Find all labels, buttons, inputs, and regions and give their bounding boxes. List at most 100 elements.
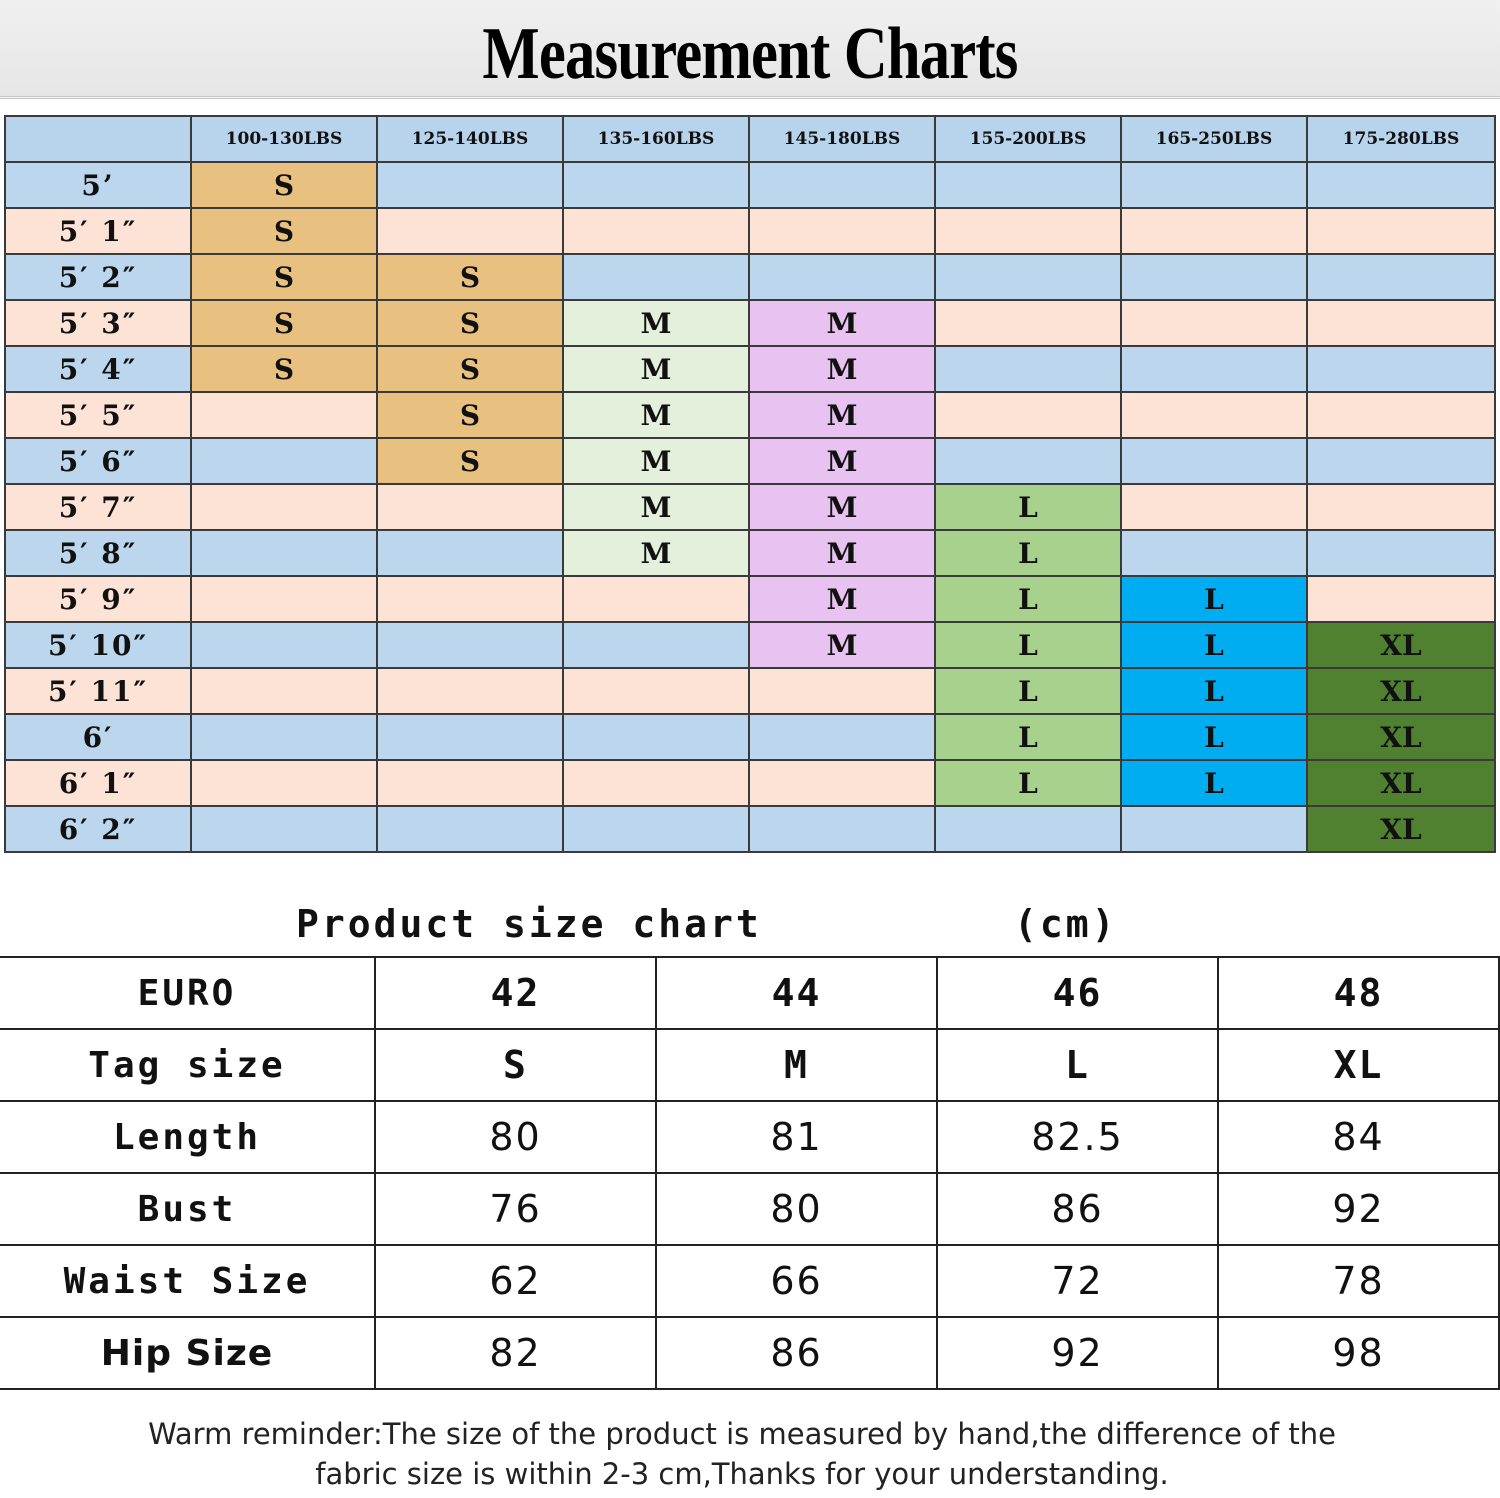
size-cell	[1120, 437, 1308, 485]
title-banner: Measurement Charts	[0, 0, 1500, 99]
height-label: 5′ 9″	[4, 575, 192, 623]
product-value-cell: 82.5	[936, 1100, 1219, 1174]
size-cell: S	[190, 299, 378, 347]
height-label: 5′ 10″	[4, 621, 192, 669]
size-cell	[190, 667, 378, 715]
size-cell	[190, 805, 378, 853]
size-cell: M	[748, 345, 936, 393]
weight-header: 135-160LBS	[562, 115, 750, 163]
size-cell	[748, 805, 936, 853]
size-cell	[934, 253, 1122, 301]
size-cell	[934, 437, 1122, 485]
size-cell	[1306, 391, 1496, 439]
weight-header: 175-280LBS	[1306, 115, 1496, 163]
height-label: 5′ 8″	[4, 529, 192, 577]
height-label: 5′ 5″	[4, 391, 192, 439]
height-label: 5’	[4, 161, 192, 209]
size-cell	[190, 713, 378, 761]
product-value-cell: L	[936, 1028, 1219, 1102]
reminder-line-2: fabric size is within 2-3 cm,Thanks for …	[315, 1457, 1169, 1491]
size-cell: M	[748, 575, 936, 623]
size-cell	[562, 253, 750, 301]
size-cell	[376, 575, 564, 623]
size-cell: M	[562, 483, 750, 531]
size-cell: M	[748, 621, 936, 669]
height-label: 5′ 4″	[4, 345, 192, 393]
size-cell	[190, 483, 378, 531]
size-cell	[562, 713, 750, 761]
size-cell	[934, 345, 1122, 393]
height-label: 6′ 1″	[4, 759, 192, 807]
product-size-table: EURO 42 44 46 48 Tag size S M L XL Length 80 81 82.5 8…	[0, 956, 1500, 1390]
size-cell	[934, 299, 1122, 347]
product-row-label: EURO	[0, 956, 376, 1030]
size-cell	[376, 805, 564, 853]
size-cell: S	[190, 345, 378, 393]
size-cell: S	[376, 391, 564, 439]
size-cell	[1120, 161, 1308, 209]
weight-header-row: 100-130LBS 125-140LBS 135-160LBS 145-180…	[4, 115, 1496, 163]
size-cell	[934, 805, 1122, 853]
size-cell	[748, 667, 936, 715]
size-cell: M	[748, 391, 936, 439]
size-cell	[562, 161, 750, 209]
size-cell	[190, 529, 378, 577]
size-cell	[562, 621, 750, 669]
height-weight-size-table: 100-130LBS 125-140LBS 135-160LBS 145-180…	[4, 115, 1496, 853]
size-cell: M	[562, 437, 750, 485]
product-value-cell: S	[374, 1028, 657, 1102]
size-cell	[1306, 207, 1496, 255]
size-cell: S	[190, 207, 378, 255]
size-cell: S	[376, 253, 564, 301]
size-cell: L	[934, 759, 1122, 807]
size-cell	[1120, 529, 1308, 577]
height-label: 6′	[4, 713, 192, 761]
product-row-label: Bust	[0, 1172, 376, 1246]
size-cell	[748, 207, 936, 255]
reminder-line-1: Warm reminder:The size of the product is…	[148, 1417, 1336, 1451]
size-cell: L	[934, 575, 1122, 623]
product-chart-unit: (cm)	[1014, 902, 1118, 946]
size-cell: M	[748, 437, 936, 485]
size-cell	[190, 575, 378, 623]
size-cell: L	[934, 667, 1122, 715]
size-cell	[1306, 253, 1496, 301]
product-row: Hip Size 82 86 92 98	[0, 1316, 1500, 1390]
height-row: 5′ 6″ S M M	[4, 437, 1496, 485]
size-cell	[376, 621, 564, 669]
weight-header: 155-200LBS	[934, 115, 1122, 163]
product-value-cell: M	[655, 1028, 938, 1102]
size-cell: M	[562, 391, 750, 439]
product-value-cell: 42	[374, 956, 657, 1030]
product-value-cell: 81	[655, 1100, 938, 1174]
product-chart-title: Product size chart	[296, 902, 762, 946]
size-cell	[1306, 345, 1496, 393]
size-cell	[562, 575, 750, 623]
size-cell	[748, 161, 936, 209]
size-cell: L	[1120, 621, 1308, 669]
size-cell	[190, 759, 378, 807]
size-cell: L	[934, 713, 1122, 761]
height-row: 5′ 7″ M M L	[4, 483, 1496, 531]
corner-cell	[4, 115, 192, 163]
size-cell: L	[1120, 713, 1308, 761]
size-cell	[1120, 483, 1308, 531]
size-cell: L	[1120, 667, 1308, 715]
size-cell	[376, 667, 564, 715]
size-cell	[376, 161, 564, 209]
product-value-cell: 92	[936, 1316, 1219, 1390]
height-label: 5′ 6″	[4, 437, 192, 485]
size-cell	[1306, 161, 1496, 209]
size-cell	[1306, 437, 1496, 485]
size-cell	[1306, 483, 1496, 531]
size-cell	[1120, 253, 1308, 301]
height-row: 5′ 11″ L L XL	[4, 667, 1496, 715]
size-cell: M	[562, 299, 750, 347]
size-cell	[190, 437, 378, 485]
height-row: 5′ 2″ S S	[4, 253, 1496, 301]
product-row-label: Length	[0, 1100, 376, 1174]
height-row: 5′ 4″ S S M M	[4, 345, 1496, 393]
size-cell: XL	[1306, 667, 1496, 715]
product-row: Length 80 81 82.5 84	[0, 1100, 1500, 1174]
size-cell	[376, 759, 564, 807]
